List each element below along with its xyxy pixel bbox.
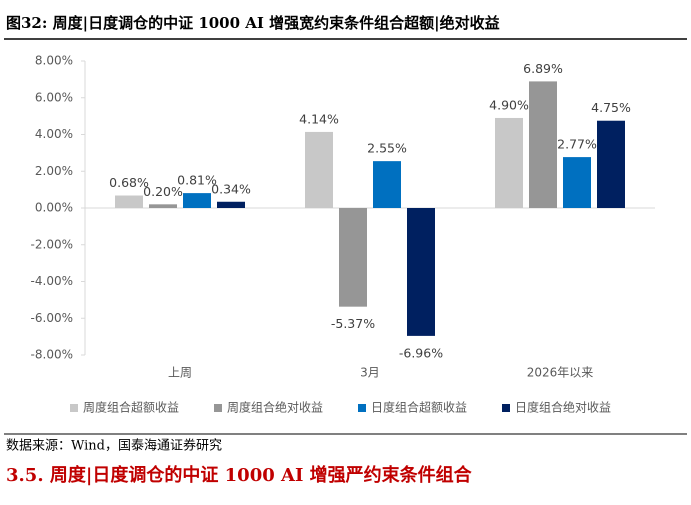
value-label: 4.14% [299,111,339,126]
bar [217,201,245,208]
y-tick-label: -2.00% [31,237,73,251]
bar [339,208,367,307]
source-note: 数据来源：Wind，国泰海通证券研究 [6,438,222,454]
value-label: -6.96% [399,345,443,360]
legend-swatch [214,404,222,412]
y-tick-label: 2.00% [35,164,73,178]
legend-label: 周度组合超额收益 [83,400,179,415]
value-label: 0.68% [109,175,149,190]
y-tick-label: 8.00% [35,54,73,68]
x-tick-label: 上周 [168,366,192,380]
y-tick-label: 6.00% [35,90,73,104]
bar [495,117,523,208]
legend-label: 日度组合绝对收益 [515,400,611,415]
value-label: 0.34% [211,181,251,196]
bar [407,208,435,336]
bar [149,204,177,208]
y-tick-label: -8.00% [31,348,73,362]
value-label: 4.90% [489,97,529,112]
x-tick-label: 2026年以来 [527,366,594,380]
bar [373,161,401,208]
value-label: 0.81% [177,173,217,188]
y-tick-label: -4.00% [31,274,73,288]
bar [597,120,625,208]
figure-title: 图32: 周度|日度调仓的中证 1000 AI 增强宽约束条件组合超额|绝对收益 [6,14,500,32]
y-tick-label: 4.00% [35,127,73,141]
value-label: -5.37% [331,316,375,331]
bar [529,81,557,208]
y-tick-label: 0.00% [35,201,73,215]
value-label: 2.77% [557,137,597,152]
legend-label: 日度组合超额收益 [371,400,467,415]
bar [563,157,591,208]
value-label: 6.89% [523,61,563,76]
section-heading: 3.5. 周度|日度调仓的中证 1000 AI 增强严约束条件组合 [6,464,473,486]
y-tick-label: -6.00% [31,311,73,325]
x-tick-label: 3月 [360,366,380,380]
legend-swatch [358,404,366,412]
legend-swatch [502,404,510,412]
bar [183,193,211,208]
legend-label: 周度组合绝对收益 [227,400,323,415]
bar [115,195,143,208]
value-label: 2.55% [367,141,407,156]
value-label: 4.75% [591,100,631,115]
value-label: 0.20% [143,184,183,199]
legend-swatch [70,404,78,412]
bar [305,131,333,208]
